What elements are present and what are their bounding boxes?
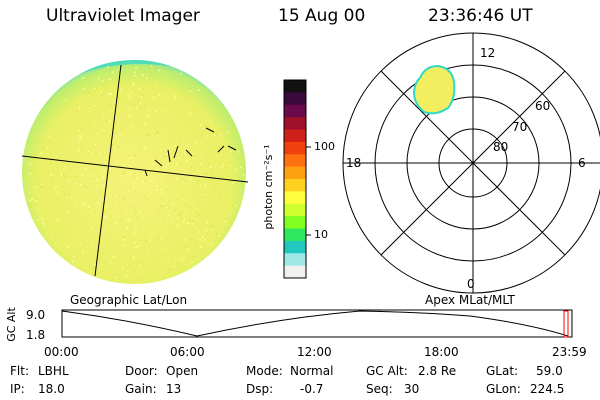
colorbar-segment	[284, 265, 306, 279]
glat-key: GLat:	[486, 364, 519, 378]
dsp-value: -0.7	[300, 382, 324, 396]
altitude-curve	[61, 310, 569, 337]
colorbar-segment	[284, 253, 306, 267]
colorbar-tick-100: 100	[314, 140, 335, 153]
apex-panel-label: Apex MLat/MLT	[425, 293, 515, 307]
date-label: 15 Aug 00	[278, 6, 366, 26]
door-value: Open	[166, 364, 199, 378]
dsp-key: Dsp:	[246, 382, 274, 396]
mlt-label-6: 6	[578, 156, 586, 170]
timeline-y-tick-bottom: 1.8	[26, 328, 46, 342]
timeline-x-tick-1800: 18:00	[424, 345, 459, 359]
door-key: Door:	[125, 364, 158, 378]
gain-key: Gain:	[125, 382, 157, 396]
glat-value: 59.0	[536, 364, 563, 378]
coastline-marks	[144, 127, 237, 177]
colorbar-segment	[284, 92, 306, 106]
colorbar-tick-10: 10	[314, 228, 328, 241]
mlt-label-0: 0	[467, 277, 475, 291]
colorbar-segment	[284, 117, 306, 130]
colorbar-segment	[284, 228, 306, 242]
timeline-x-tick-0000: 00:00	[44, 345, 79, 359]
auroral-blob	[412, 64, 456, 115]
timeline-y-label: GC Alt	[4, 307, 18, 342]
colorbar-segment	[284, 141, 306, 155]
filter-value: LBHL	[38, 364, 69, 378]
colorbar-segment	[284, 104, 306, 118]
filter-key: Flt:	[10, 364, 29, 378]
glon-key: GLon:	[486, 382, 521, 396]
glon-value: 224.5	[530, 382, 565, 396]
seq-value: 30	[404, 382, 420, 396]
instrument-title: Ultraviolet Imager	[46, 6, 200, 26]
lat-label-80: 80	[493, 140, 509, 154]
colorbar-segment	[284, 166, 306, 180]
colorbar-segment	[284, 203, 306, 217]
ip-key: IP:	[10, 382, 25, 396]
gc-alt-value: 2.8 Re	[418, 364, 457, 378]
colorbar-segment	[284, 240, 306, 254]
mlt-label-12: 12	[480, 46, 496, 60]
lat-label-60: 60	[535, 99, 551, 113]
colorbar-segment	[284, 191, 306, 205]
timeline-x-tick-0600: 06:00	[170, 345, 205, 359]
colorbar-segment	[284, 179, 306, 192]
geographic-panel-label: Geographic Lat/Lon	[70, 293, 188, 307]
current-time-marker	[563, 310, 569, 338]
longitude-line	[94, 64, 122, 277]
timeline-x-tick-2359: 23:59	[552, 345, 587, 359]
colorbar-segment	[284, 129, 306, 143]
colorbar-segment	[284, 216, 306, 229]
timeline-x-tick-1200: 12:00	[297, 345, 332, 359]
timeline-y-tick-top: 9.0	[26, 308, 46, 322]
mode-key: Mode:	[246, 364, 283, 378]
seq-key: Seq:	[366, 382, 393, 396]
mode-value: Normal	[290, 364, 334, 378]
colorbar-segment	[284, 80, 306, 93]
time-label: 23:36:46 UT	[428, 6, 533, 26]
polar-plot	[342, 32, 600, 294]
gain-value: 13	[166, 382, 182, 396]
lat-label-70: 70	[512, 120, 528, 134]
colorbar-segment	[284, 154, 306, 168]
ip-value: 18.0	[38, 382, 65, 396]
gc-alt-key: GC Alt:	[366, 364, 408, 378]
colorbar	[284, 80, 306, 279]
latitude-line	[21, 155, 249, 183]
mlt-label-18: 18	[346, 156, 362, 170]
